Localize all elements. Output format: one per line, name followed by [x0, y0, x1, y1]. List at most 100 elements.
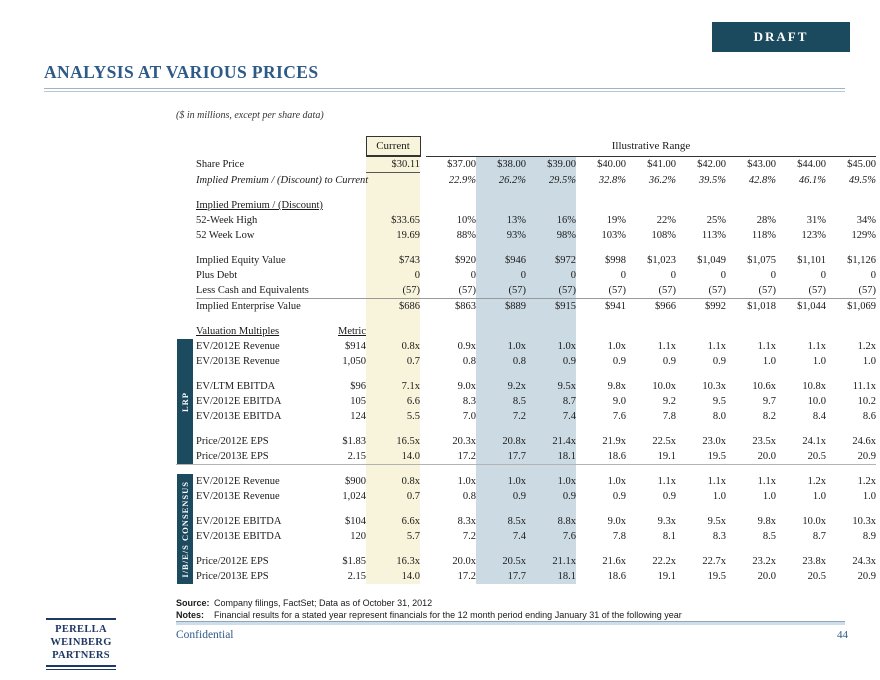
- cell: 18.6: [607, 571, 626, 582]
- table-row: Implied Premium / (Discount): [176, 198, 876, 213]
- cell: [476, 314, 526, 324]
- cell: 1.0: [762, 491, 776, 502]
- cell: 9.8x: [757, 516, 776, 527]
- cell: 21.9x: [602, 436, 626, 447]
- cell: 23.5x: [752, 436, 776, 447]
- cell: 8.7: [526, 394, 576, 409]
- cell: [526, 198, 576, 213]
- spacer-row: [176, 314, 876, 324]
- cell: [176, 213, 196, 228]
- table-row: EV/2013E Revenue 1,024 0.7 0.8 0.9 0.9 0.9 0.9 1…: [176, 489, 876, 504]
- cell: [776, 188, 826, 198]
- cell: [826, 198, 876, 213]
- cell: 123%: [801, 230, 827, 241]
- cell: EV/2013E EBITDA: [196, 411, 282, 422]
- cell: 1.1x: [807, 341, 826, 352]
- cell: [316, 283, 366, 299]
- cell: 120: [350, 531, 366, 542]
- cell: 9.3x: [657, 516, 676, 527]
- cell: [316, 137, 366, 157]
- spacer-row: [176, 188, 876, 198]
- cell: [726, 188, 776, 198]
- cell: $96: [350, 381, 366, 392]
- cell: 11.1x: [852, 381, 877, 392]
- cell: 49.5%: [848, 174, 877, 186]
- cell: Price/2012E EPS: [196, 436, 269, 447]
- cell: (57): [726, 283, 776, 299]
- cell: [426, 324, 476, 339]
- cell: 7.6: [526, 529, 576, 544]
- cell: 20.0: [757, 571, 776, 582]
- cell: 0: [366, 268, 420, 283]
- cell: 9.5x: [707, 516, 726, 527]
- cell: 1.0: [862, 356, 877, 367]
- cell: [366, 243, 420, 253]
- cell: (57): [576, 283, 626, 299]
- cell: 0.9: [662, 356, 676, 367]
- cell: 20.9: [857, 451, 877, 462]
- cell: $992: [705, 301, 726, 312]
- cell: [526, 369, 576, 379]
- cell: [366, 314, 420, 324]
- cell: [726, 504, 776, 514]
- cell: [676, 369, 726, 379]
- cell: 21.1x: [526, 554, 576, 569]
- cell: 18.1: [526, 449, 576, 465]
- cell: 0: [870, 270, 877, 281]
- cell: 13%: [476, 213, 526, 228]
- cell: 0: [620, 270, 626, 281]
- cell: 14.0: [366, 569, 420, 584]
- cell: 1.2x: [807, 476, 826, 487]
- cell: 1.0: [862, 491, 877, 502]
- cell: [426, 314, 476, 324]
- cell: 20.0x: [452, 556, 476, 567]
- cell: [676, 544, 726, 554]
- cell: [676, 198, 726, 213]
- cell: 1.1x: [707, 341, 726, 352]
- cell: 9.5: [712, 396, 726, 407]
- cell: [426, 369, 476, 379]
- cell: 39.5%: [698, 174, 726, 186]
- cell: (57): [526, 283, 576, 299]
- cell: [676, 243, 726, 253]
- cell: [526, 324, 576, 339]
- cell: 31%: [806, 215, 826, 226]
- cell: $998: [605, 255, 626, 266]
- cell: 1.0: [712, 491, 726, 502]
- cell: 93%: [476, 228, 526, 243]
- cell: 19.5: [707, 451, 726, 462]
- cell: 1,050: [342, 356, 366, 367]
- cell: [426, 424, 476, 434]
- cell: 0.9: [712, 356, 726, 367]
- cell: 124: [350, 411, 366, 422]
- cell: 1.0: [762, 356, 776, 367]
- cell: 1.0x: [607, 341, 626, 352]
- cell: 7.2: [462, 531, 476, 542]
- cell: [476, 544, 526, 554]
- cell: 42.8%: [748, 174, 776, 186]
- cell: 17.2: [457, 571, 476, 582]
- cell: 0.8x: [366, 339, 420, 354]
- cell: 7.4: [526, 409, 576, 424]
- cell: 23.0x: [702, 436, 726, 447]
- cell: [776, 504, 826, 514]
- cell: 20.0: [757, 451, 776, 462]
- cell: $686: [366, 298, 420, 314]
- cell: 108%: [651, 230, 677, 241]
- cell: [476, 243, 526, 253]
- cell: 113%: [701, 230, 726, 241]
- cell: [196, 544, 316, 554]
- cell: [576, 544, 626, 554]
- cell: [426, 544, 476, 554]
- cell: [776, 544, 826, 554]
- table-row: Valuation Multiples Metric: [176, 324, 876, 339]
- cell: 8.3x: [457, 516, 476, 527]
- cell: (57): [826, 283, 877, 299]
- cell: (57): [676, 283, 726, 299]
- cell: 10.2: [857, 396, 877, 407]
- cell: $972: [526, 253, 576, 268]
- cell: [626, 198, 676, 213]
- table-row: Price/2013E EPS 2.15 14.0 17.2 17.7 18.1 18.6 1…: [176, 569, 876, 584]
- cell: 6.6x: [366, 514, 420, 529]
- avp-table: Current Illustrative Range Share Price $3…: [176, 136, 877, 584]
